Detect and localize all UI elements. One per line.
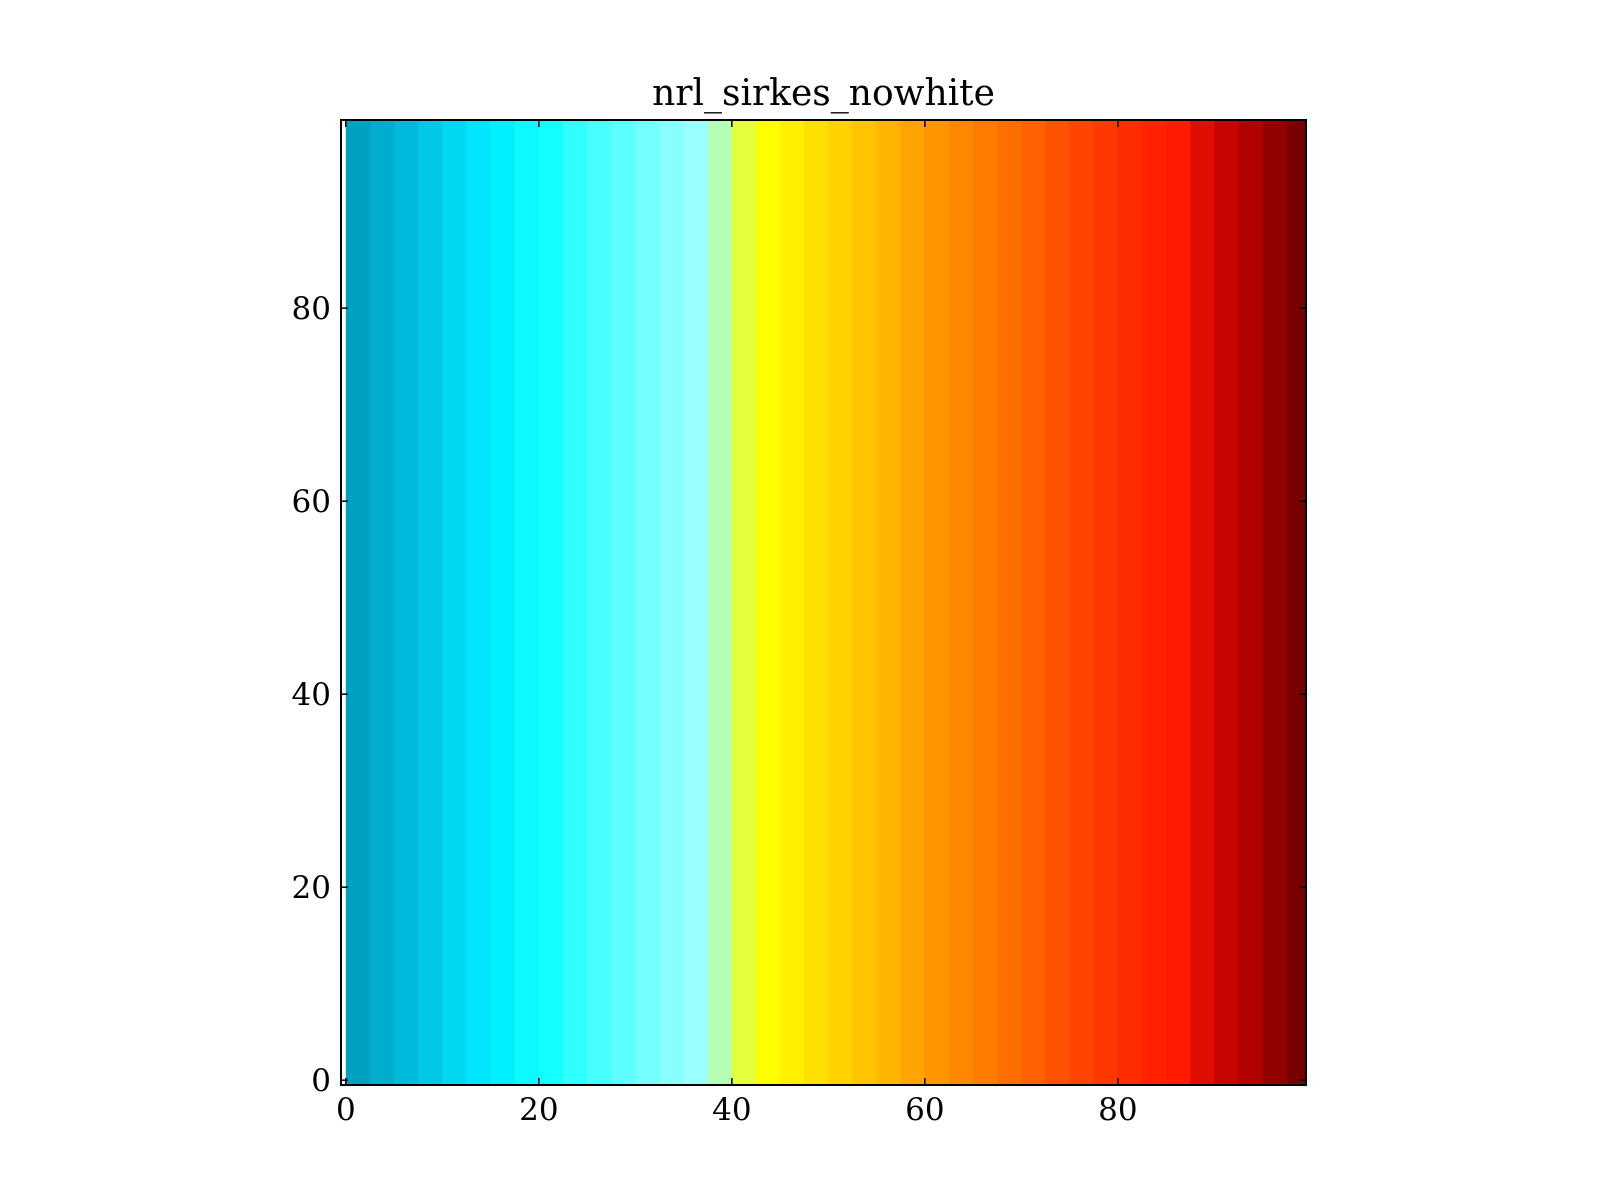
heatmap-band-8	[538, 120, 564, 1085]
heatmap-band-10	[587, 120, 612, 1085]
x-tick-label: 40	[712, 1092, 751, 1128]
x-tick-label: 60	[905, 1092, 944, 1128]
x-tick-label: 20	[519, 1092, 558, 1128]
axis-tick-labels: 0 20 40 60 80 0 20 40 60 80	[292, 291, 1138, 1128]
heatmap-band-20	[828, 120, 854, 1085]
heatmap-band-28	[1021, 120, 1047, 1085]
y-tick-label: 80	[292, 291, 331, 327]
heatmap-band-12	[635, 120, 661, 1085]
x-tick-label: 0	[336, 1092, 356, 1128]
x-tick-label: 80	[1098, 1092, 1137, 1128]
heatmap-band-5	[466, 120, 492, 1085]
heatmap-band-15	[707, 120, 733, 1085]
heatmap-band-37	[1238, 120, 1264, 1085]
heatmap-band-17	[755, 120, 781, 1085]
heatmap-band-30	[1069, 120, 1095, 1085]
heatmap-band-24	[924, 120, 950, 1085]
y-tick-label: 20	[292, 870, 331, 906]
heatmap-band-1	[369, 120, 395, 1085]
heatmap-band-36	[1214, 120, 1240, 1085]
chart-title: nrl_sirkes_nowhite	[652, 73, 995, 114]
heatmap-band-16	[731, 120, 757, 1085]
axis-ticks	[341, 120, 1306, 1085]
heatmap-band-6	[490, 120, 516, 1085]
heatmap-band-11	[611, 120, 636, 1085]
heatmap-band-31	[1093, 120, 1119, 1085]
heatmap-band-27	[997, 120, 1022, 1085]
heatmap-band-3	[418, 120, 443, 1085]
heatmap-band-14	[683, 120, 709, 1085]
heatmap-band-2	[394, 120, 419, 1085]
y-tick-label: 0	[311, 1063, 331, 1099]
heatmap-band-13	[659, 120, 685, 1085]
heatmap-band-22	[876, 120, 902, 1085]
heatmap-band-0	[345, 120, 371, 1085]
heatmap-band-26	[973, 120, 998, 1085]
heatmap-band-7	[514, 120, 540, 1085]
y-tick-label: 60	[292, 484, 331, 520]
heatmap-band-23	[900, 120, 926, 1085]
heatmap-band-35	[1190, 120, 1215, 1085]
heatmap-band-18	[780, 120, 805, 1085]
heatmap-band-32	[1117, 120, 1143, 1085]
heatmap-band-38	[1262, 120, 1288, 1085]
y-tick-label: 40	[292, 677, 331, 713]
heatmap-band-9	[562, 120, 588, 1085]
heatmap-band-21	[852, 120, 878, 1085]
heatmap-band-39	[1286, 120, 1306, 1085]
heatmap-band-4	[442, 120, 468, 1085]
heatmap-bands	[345, 120, 1306, 1085]
heatmap-band-33	[1141, 120, 1167, 1085]
plot-frame	[340, 119, 1307, 1086]
heatmap-band-29	[1045, 120, 1071, 1085]
heatmap-band-34	[1166, 120, 1191, 1085]
heatmap-band-19	[804, 120, 829, 1085]
heatmap-band-25	[948, 120, 974, 1085]
